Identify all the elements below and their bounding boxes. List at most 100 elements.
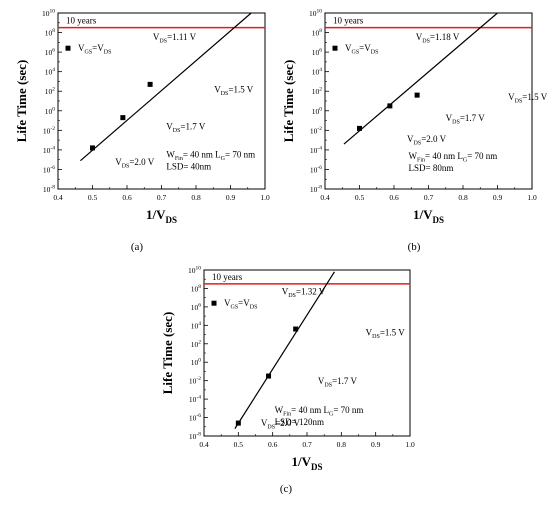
y-tick-label: 106: [191, 302, 202, 312]
y-tick-label: 102: [191, 339, 202, 349]
x-tick-label: 0.6: [389, 193, 399, 202]
y-tick-label: 1010: [309, 9, 322, 19]
chart-panel-3: 0.4 0.5 0.6 0.7 0.8 0.9 1.0 10-8 10-6 10-4 10-2 100…: [160, 266, 415, 496]
y-tick-label: 10-2: [43, 126, 55, 136]
data-point-label: VDS=2.0 V: [115, 157, 155, 170]
chart-panel-1: 0.4 0.5 0.6 0.7 0.8 0.9 1.0 10-8 10-6 10-4 10-2 100…: [14, 9, 270, 254]
x-tick-label: 0.7: [157, 193, 167, 202]
data-point: [293, 326, 299, 332]
y-tick-label: 10-8: [310, 185, 322, 195]
x-tick-label: 1.0: [405, 440, 415, 449]
x-tick-label: 0.9: [226, 193, 236, 202]
y-tick-label: 100: [312, 106, 323, 116]
y-axis-label: Life Time (sec): [281, 60, 296, 143]
y-tick-label: 10-4: [43, 145, 55, 155]
y-axis-label: Life Time (sec): [14, 60, 29, 143]
fit-line: [234, 271, 335, 429]
y-tick-label: 102: [312, 87, 323, 97]
x-tick-label: 1.0: [527, 193, 537, 202]
crossing-voltage-label: VDS=1.32 V: [282, 287, 326, 300]
y-tick-label: 106: [45, 48, 56, 58]
legend-label: VGS=VDS: [78, 43, 111, 56]
x-tick-label: 0.8: [337, 440, 347, 449]
x-axis-label: 1/VDS: [146, 207, 177, 225]
data-point-label: VDS=1.5 V: [508, 92, 548, 105]
x-tick-label: 0.8: [458, 193, 468, 202]
y-tick-label: 100: [45, 106, 56, 116]
x-tick-label: 0.5: [234, 440, 244, 449]
device-spec-line-2: LSD= 120nm: [275, 417, 324, 427]
data-point-label: VDS=1.5 V: [214, 85, 254, 98]
data-point: [90, 145, 95, 151]
data-point: [120, 115, 126, 121]
y-tick-label: 10-6: [310, 165, 322, 175]
y-tick-label: 10-8: [189, 432, 201, 442]
x-tick-label: 1.0: [260, 193, 270, 202]
x-axis-label: 1/VDS: [291, 454, 322, 472]
y-tick-label: 10-6: [43, 165, 55, 175]
panel-caption: (b): [408, 241, 421, 253]
data-point: [414, 92, 420, 98]
x-tick-label: 0.9: [371, 440, 381, 449]
x-tick-label: 0.6: [122, 193, 132, 202]
device-spec-line-1: WFin= 40 nm LG= 70 nm: [166, 149, 255, 162]
data-point-label: VDS=1.5 V: [366, 327, 406, 340]
fit-line: [80, 12, 252, 162]
legend-marker: [211, 300, 217, 306]
y-tick-label: 10-2: [189, 376, 201, 386]
x-tick-label: 0.4: [53, 193, 63, 202]
data-point-label: VDS=1.7 V: [318, 376, 358, 389]
data-point: [387, 103, 393, 109]
legend-label: VGS=VDS: [224, 298, 257, 311]
device-spec-line-1: WFin= 40 nm LG= 70 nm: [409, 151, 498, 164]
x-tick-label: 0.7: [302, 440, 312, 449]
y-tick-label: 10-2: [310, 126, 322, 136]
y-tick-label: 104: [45, 67, 56, 77]
x-tick-label: 0.8: [191, 193, 201, 202]
y-tick-label: 1010: [188, 266, 201, 276]
x-tick-label: 0.7: [424, 193, 434, 202]
data-point-label: VDS=2.0 V: [407, 134, 447, 147]
panel-caption: (a): [131, 241, 144, 253]
legend-marker: [332, 45, 338, 51]
y-tick-label: 106: [312, 48, 323, 58]
x-axis-label: 1/VDS: [413, 207, 444, 225]
data-point-label: VDS=1.7 V: [166, 121, 206, 134]
device-spec-line-2: LSD= 80nm: [409, 163, 454, 173]
legend-label: VGS=VDS: [345, 43, 378, 56]
data-point: [357, 125, 362, 131]
legend-marker: [65, 45, 71, 51]
y-tick-label: 104: [312, 67, 323, 77]
x-tick-label: 0.6: [268, 440, 278, 449]
device-spec-line-2: LSD= 40nm: [166, 161, 211, 171]
y-tick-label: 108: [191, 284, 202, 294]
y-tick-label: 100: [191, 358, 202, 368]
y-tick-label: 108: [312, 28, 323, 38]
panel-caption: (c): [280, 483, 293, 495]
y-tick-label: 102: [45, 87, 56, 97]
data-point: [147, 81, 153, 87]
data-point: [266, 373, 272, 379]
y-tick-label: 1010: [42, 9, 55, 19]
ten-years-label: 10 years: [212, 272, 243, 282]
y-tick-label: 10-4: [310, 145, 322, 155]
x-tick-label: 0.5: [88, 193, 98, 202]
ten-years-label: 10 years: [66, 16, 97, 26]
x-tick-label: 0.4: [199, 440, 209, 449]
data-point-label: VDS=1.7 V: [446, 113, 486, 126]
crossing-voltage-label: VDS=1.11 V: [153, 32, 197, 45]
crossing-voltage-label: VDS=1.18 V: [416, 32, 460, 45]
x-tick-label: 0.4: [320, 193, 330, 202]
x-tick-label: 0.9: [493, 193, 503, 202]
y-tick-label: 10-6: [189, 413, 201, 423]
y-axis-label: Life Time (sec): [160, 312, 175, 395]
data-point: [235, 420, 241, 426]
y-tick-label: 104: [191, 321, 202, 331]
device-spec-line-1: WFin= 40 nm LG= 70 nm: [275, 405, 364, 418]
y-tick-label: 108: [45, 28, 56, 38]
data-point-label: VDS=2.0 V: [261, 418, 301, 431]
y-tick-label: 10-8: [43, 185, 55, 195]
ten-years-label: 10 years: [333, 16, 364, 26]
fit-line: [343, 12, 498, 145]
